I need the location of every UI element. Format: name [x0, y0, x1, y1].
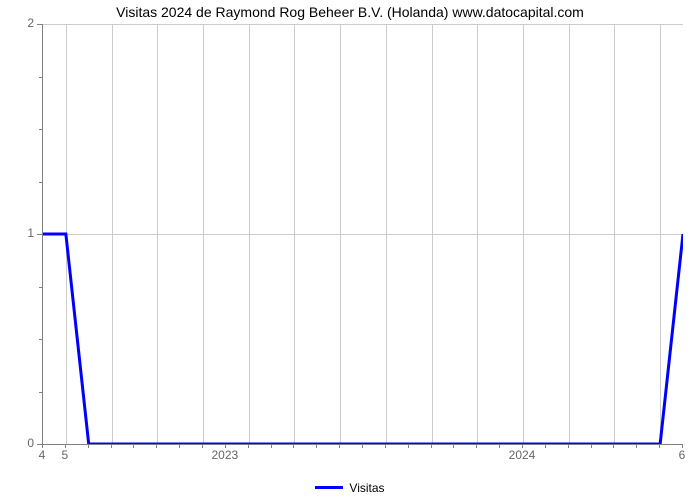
- x-axis-tick-mark: [111, 444, 112, 448]
- legend-label: Visitas: [349, 481, 384, 495]
- x-axis-tick-mark: [453, 444, 454, 448]
- x-axis-tick-mark: [339, 444, 340, 448]
- y-axis-tick-label: 1: [12, 226, 34, 240]
- x-axis-tick-mark: [385, 444, 386, 448]
- x-axis-tick-mark: [316, 444, 317, 448]
- legend: Visitas: [0, 476, 700, 495]
- x-axis-tick-mark: [179, 444, 180, 448]
- x-axis-tick-mark: [636, 444, 637, 448]
- y-axis-minor-tick: [39, 182, 42, 183]
- x-axis-tick-mark: [659, 444, 660, 448]
- x-axis-tick-mark: [156, 444, 157, 448]
- y-axis-minor-tick: [39, 339, 42, 340]
- chart-container: { "chart": { "type": "line", "title": "V…: [0, 0, 700, 500]
- x-axis-tick-mark: [431, 444, 432, 448]
- y-axis-minor-tick: [39, 287, 42, 288]
- x-axis-tick-mark: [133, 444, 134, 448]
- x-axis-tick-mark: [476, 444, 477, 448]
- x-axis-tick-mark: [613, 444, 614, 448]
- plot-area: [42, 24, 683, 445]
- x-axis-tick-mark: [362, 444, 363, 448]
- legend-swatch: [315, 486, 343, 489]
- legend-item: Visitas: [315, 481, 384, 495]
- x-axis-year-label: 2024: [492, 448, 552, 462]
- y-axis-tick-label: 2: [12, 16, 34, 30]
- y-axis-tick-mark: [37, 24, 42, 25]
- y-axis-tick-mark: [37, 234, 42, 235]
- x-axis-tick-mark: [88, 444, 89, 448]
- x-axis-tick-mark: [568, 444, 569, 448]
- y-axis-minor-tick: [39, 392, 42, 393]
- x-axis-tick-label: 6: [670, 448, 694, 462]
- y-axis-minor-tick: [39, 129, 42, 130]
- x-axis-tick-mark: [293, 444, 294, 448]
- x-axis-tick-mark: [408, 444, 409, 448]
- chart-title: Visitas 2024 de Raymond Rog Beheer B.V. …: [0, 4, 700, 20]
- line-series: [43, 24, 683, 444]
- x-axis-tick-label: 5: [53, 448, 77, 462]
- x-axis-tick-mark: [271, 444, 272, 448]
- x-axis-tick-mark: [591, 444, 592, 448]
- x-axis-year-label: 2023: [195, 448, 255, 462]
- x-axis-tick-label: 4: [30, 448, 54, 462]
- y-axis-minor-tick: [39, 77, 42, 78]
